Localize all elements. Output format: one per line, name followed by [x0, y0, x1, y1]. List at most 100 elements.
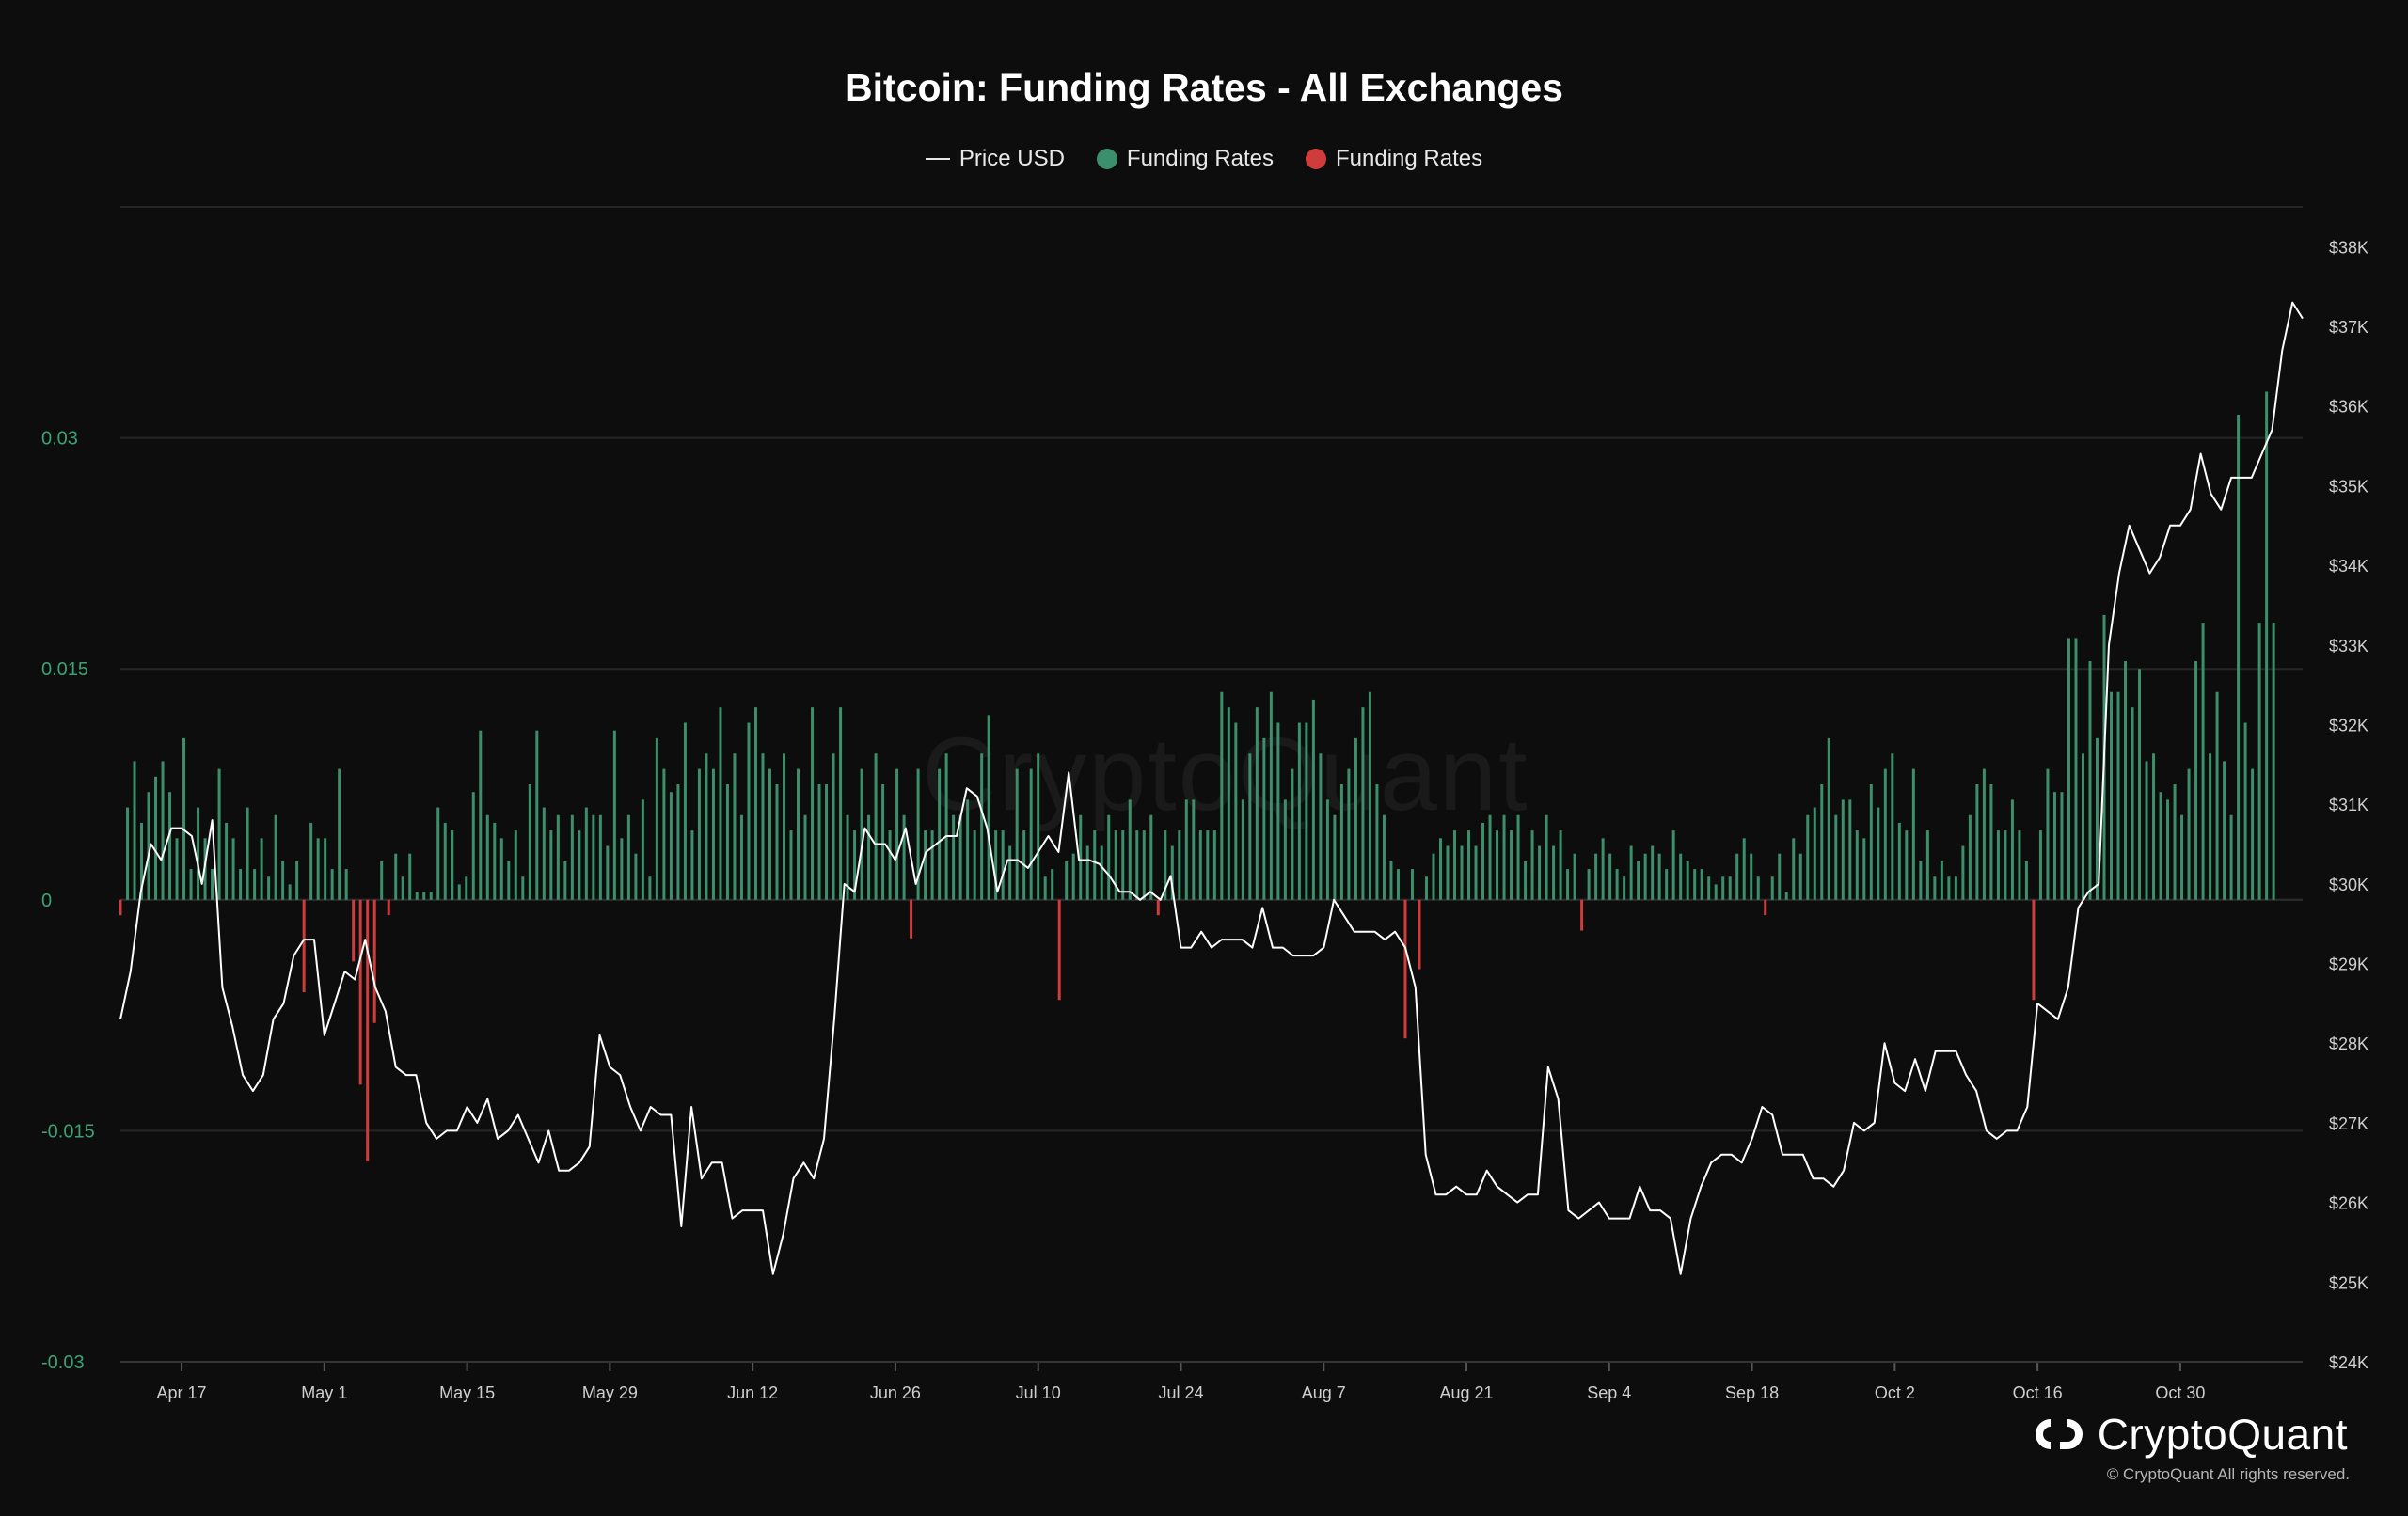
funding-bar-positive	[930, 830, 934, 900]
funding-bar-positive	[1947, 876, 1951, 900]
legend-item-price[interactable]: Price USD	[925, 146, 1065, 172]
funding-bar-positive	[2024, 861, 2028, 900]
legend-label-positive: Funding Rates	[1126, 146, 1275, 171]
funding-bar-positive	[958, 814, 962, 900]
funding-bar-positive	[592, 814, 595, 900]
funding-bar-positive	[1142, 830, 1146, 900]
funding-bar-positive	[1453, 830, 1457, 900]
funding-bar-positive	[775, 784, 779, 900]
funding-bar-positive	[1806, 814, 1810, 900]
left-axis-tick-label: 0	[41, 891, 52, 911]
funding-bar-negative	[1580, 899, 1584, 931]
legend: Price USD Funding Rates Funding Rates	[0, 146, 2408, 172]
funding-bar-positive	[2229, 814, 2233, 900]
right-axis-tick-label: $25K	[2329, 1273, 2368, 1292]
left-axis-tick-label: -0.03	[41, 1352, 85, 1373]
funding-bar-positive	[719, 707, 722, 900]
funding-bar-positive	[1375, 784, 1379, 900]
funding-bar-positive	[1234, 722, 1238, 900]
funding-bar-positive	[1735, 853, 1739, 900]
funding-bar-positive	[2265, 391, 2269, 900]
legend-item-positive-funding[interactable]: Funding Rates	[1096, 146, 1275, 172]
funding-bar-positive	[697, 768, 701, 900]
funding-bar-positive	[239, 869, 243, 900]
funding-bar-positive	[817, 784, 821, 900]
funding-bar-positive	[197, 807, 200, 900]
funding-bar-positive	[1100, 845, 1103, 900]
funding-bar-positive	[1883, 768, 1887, 900]
funding-bar-positive	[1192, 799, 1196, 900]
funding-bar-negative	[910, 899, 913, 939]
funding-bar-positive	[1651, 845, 1655, 900]
funding-bar-positive	[705, 753, 708, 900]
funding-bar-positive	[1989, 784, 1993, 900]
funding-bar-positive	[994, 830, 998, 900]
funding-bar-positive	[288, 884, 292, 900]
funding-bar-positive	[1382, 814, 1386, 900]
legend-dot-red-icon	[1306, 149, 1327, 169]
funding-bar-positive	[1940, 861, 1943, 900]
funding-bar-positive	[641, 799, 644, 900]
funding-bar-positive	[415, 892, 419, 900]
funding-bar-positive	[1079, 814, 1083, 900]
funding-bar-positive	[231, 838, 235, 900]
funding-bar-positive	[1029, 768, 1033, 900]
funding-bar-positive	[1347, 768, 1351, 900]
funding-bar-positive	[676, 784, 680, 900]
funding-bar-positive	[556, 814, 560, 900]
funding-bar-positive	[443, 822, 447, 900]
funding-bar-positive	[1594, 853, 1598, 900]
funding-bar-positive	[860, 768, 863, 900]
funding-bar-negative	[366, 899, 370, 1162]
funding-bar-positive	[1530, 830, 1534, 900]
x-axis-tick-label: Aug 7	[1302, 1383, 1346, 1402]
funding-bar-positive	[2010, 799, 2014, 900]
funding-bar-positive	[570, 814, 574, 900]
funding-bar-positive	[655, 737, 658, 900]
funding-bar-positive	[1784, 892, 1788, 900]
funding-bar-positive	[563, 861, 567, 900]
funding-bar-negative	[302, 899, 306, 993]
funding-bar-positive	[1728, 876, 1732, 900]
funding-bar-positive	[1438, 838, 1442, 900]
funding-bar-negative	[1764, 899, 1767, 916]
funding-bar-positive	[966, 799, 970, 900]
funding-bar-positive	[1559, 830, 1562, 900]
funding-bar-positive	[1982, 768, 1986, 900]
funding-bar-positive	[1770, 876, 1774, 900]
funding-bar-positive	[126, 807, 130, 900]
funding-bar-positive	[584, 807, 588, 900]
funding-bar-positive	[451, 830, 454, 900]
funding-bar-positive	[606, 845, 610, 900]
funding-bar-positive	[578, 830, 581, 900]
funding-bar-positive	[1643, 853, 1647, 900]
funding-bar-positive	[471, 792, 475, 900]
x-axis-tick-label: May 29	[582, 1383, 638, 1402]
funding-bar-positive	[789, 830, 793, 900]
funding-bar-positive	[1820, 784, 1824, 900]
funding-bar-positive	[246, 807, 249, 900]
right-axis-tick-label: $34K	[2329, 557, 2368, 576]
funding-bar-positive	[2166, 799, 2170, 900]
funding-bar-positive	[1700, 869, 1703, 900]
funding-bar-positive	[1001, 830, 1005, 900]
funding-bar-positive	[1623, 876, 1626, 900]
brand: CryptoQuant	[2032, 1409, 2348, 1460]
funding-bar-positive	[429, 892, 433, 900]
legend-item-negative-funding[interactable]: Funding Rates	[1306, 146, 1482, 172]
funding-bar-positive	[1778, 853, 1782, 900]
funding-bar-positive	[1198, 830, 1202, 900]
funding-bar-positive	[1241, 799, 1244, 900]
funding-bar-positive	[1996, 830, 2000, 900]
funding-bar-positive	[380, 861, 384, 900]
funding-bar-negative	[119, 899, 122, 916]
chart-title: Bitcoin: Funding Rates - All Exchanges	[845, 66, 1563, 109]
funding-bar-positive	[1877, 807, 1880, 900]
funding-bar-positive	[267, 876, 271, 900]
funding-bar-positive	[1919, 861, 1923, 900]
funding-bar-positive	[1255, 707, 1259, 900]
funding-bar-positive	[2243, 722, 2247, 900]
funding-bar-positive	[330, 869, 334, 900]
funding-bar-positive	[1467, 830, 1471, 900]
funding-bar-positive	[316, 838, 320, 900]
